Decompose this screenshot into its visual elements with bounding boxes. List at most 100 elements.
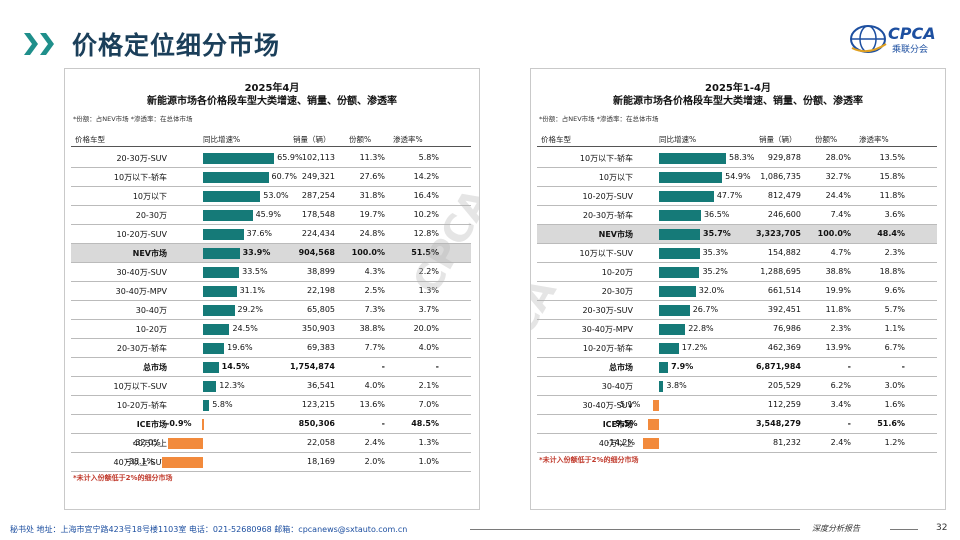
cell-growth: 7.9% [671, 362, 694, 371]
slide-footer: 秘书处 地址：上海市宜宁路423号18号楼1103室 电话：021-526809… [0, 518, 960, 540]
growth-bar [659, 210, 701, 221]
cell-penetration: 3.0% [884, 381, 905, 390]
cell-category: 10万以下-SUV [579, 249, 633, 258]
panel-note: *份额：占NEV市场 *渗透率：在总体市场 [73, 115, 193, 123]
panel-note: *份额：占NEV市场 *渗透率：在总体市场 [539, 115, 659, 123]
cell-growth: 24.5% [232, 324, 258, 333]
growth-bar [203, 153, 275, 164]
cell-penetration: 51.6% [877, 419, 905, 428]
cell-volume: 18,169 [307, 457, 335, 466]
growth-bar [659, 381, 664, 392]
cell-volume: 392,451 [767, 305, 801, 314]
cell-category: 30-40万-SUV [582, 401, 633, 410]
table-row: 10-20万 24.5% 350,903 38.8% 20.0% [71, 320, 471, 339]
cell-category: NEV市场 [132, 249, 167, 258]
growth-bar [659, 343, 679, 354]
cell-share: 19.9% [825, 286, 851, 295]
logo-text: CPCA [888, 24, 936, 43]
chevron-icon [24, 33, 38, 55]
panel-title: 2025年4月 [244, 83, 300, 94]
cell-volume: 249,321 [301, 172, 335, 181]
cell-penetration: 9.6% [884, 286, 905, 295]
cell-category: 20-30万-SUV [116, 154, 167, 163]
table-row: 30-40万-MPV 31.1% 22,198 2.5% 1.3% [71, 282, 471, 301]
growth-bar [203, 381, 217, 392]
cell-category: 总市场 [143, 363, 167, 372]
growth-bar [203, 343, 225, 354]
cell-share: - [847, 362, 851, 371]
cell-volume: 350,903 [301, 324, 335, 333]
cell-growth: 35.3% [702, 248, 729, 257]
cell-growth: 53.0% [263, 191, 289, 200]
growth-bar [642, 438, 659, 449]
cell-volume: 65,805 [307, 305, 335, 314]
cell-share: 28.0% [825, 153, 851, 162]
cell-category: 20-30万 [601, 287, 633, 296]
table-row: 40万以上-SUV -38.1% 18,169 2.0% 1.0% [71, 453, 471, 472]
growth-bar [659, 229, 701, 240]
cell-penetration: 3.7% [418, 305, 439, 314]
cell-penetration: - [901, 362, 905, 371]
cell-category: 30-40万 [601, 382, 633, 391]
cell-growth: 54.9% [725, 172, 751, 181]
cell-share: 11.3% [359, 153, 385, 162]
growth-bar [203, 362, 219, 373]
col-category: 价格车型 [75, 135, 105, 144]
cell-share: 4.7% [830, 248, 851, 257]
table-row: 10万以下 53.0% 287,254 31.8% 16.4% [71, 187, 471, 206]
table-row: 40万以上 -32.0% 22,058 2.4% 1.3% [71, 434, 471, 453]
growth-bar [203, 305, 235, 316]
col-growth: 同比增速% [203, 135, 241, 144]
cell-category: 30-40万 [135, 306, 167, 315]
cell-category: 10-20万-轿车 [116, 401, 167, 410]
cell-share: - [381, 362, 385, 371]
table-row: 30-40万 3.8% 205,529 6.2% 3.0% [537, 377, 937, 396]
cell-category: 10-20万 [601, 268, 633, 277]
footer-divider [470, 529, 800, 530]
table-row: 40万以上 -14.2% 81,232 2.4% 1.2% [537, 434, 937, 453]
table-row: 10万以下-轿车 58.3% 929,878 28.0% 13.5% [537, 149, 937, 168]
cell-category: 40万以上 [598, 439, 633, 448]
table-row: 30-40万 29.2% 65,805 7.3% 3.7% [71, 301, 471, 320]
growth-bar [659, 191, 714, 202]
cell-penetration: 3.6% [884, 210, 905, 219]
logo-subtext: 乘联分会 [892, 45, 929, 55]
growth-bar [168, 438, 203, 449]
growth-bar [659, 248, 700, 259]
cell-growth: 32.0% [698, 286, 725, 295]
cell-category: 10万以下-轿车 [113, 173, 167, 182]
growth-bar [203, 172, 269, 183]
growth-bar [659, 324, 686, 335]
table-row: 30-40万-MPV 22.8% 76,986 2.3% 1.1% [537, 320, 937, 339]
cell-volume: 1,086,735 [760, 172, 801, 181]
growth-bar [659, 267, 700, 278]
cell-category: 30-40万-MPV [115, 287, 167, 296]
growth-bar [203, 191, 261, 202]
cell-volume: 22,058 [307, 438, 335, 447]
cell-share: - [381, 419, 385, 428]
table-row: NEV市场 35.7% 3,323,705 100.0% 48.4% [537, 225, 937, 244]
cell-category: 10-20万-SUV [582, 192, 633, 201]
cell-volume: 102,113 [301, 153, 335, 162]
col-volume: 销量（辆） [293, 135, 331, 144]
cell-category: 30-40万-MPV [581, 325, 633, 334]
cell-growth: 60.7% [271, 172, 297, 181]
cell-growth: -32.0% [132, 438, 161, 447]
cell-category: 40万以上 [132, 439, 167, 448]
cell-share: 7.3% [364, 305, 385, 314]
cell-volume: 812,479 [767, 191, 801, 200]
cell-share: 7.7% [364, 343, 385, 352]
contact-info: 秘书处 地址：上海市宜宁路423号18号楼1103室 电话：021-526809… [10, 525, 408, 534]
cell-category: 40万以上-SUV [113, 458, 167, 467]
cell-growth: 33.9% [242, 248, 271, 257]
growth-bar [203, 267, 240, 278]
table-row: 10万以下-SUV 35.3% 154,882 4.7% 2.3% [537, 244, 937, 263]
growth-bar [203, 210, 253, 221]
cell-share: 38.8% [359, 324, 385, 333]
cell-share: 4.3% [364, 267, 385, 276]
cell-category: 30-40万-SUV [116, 268, 167, 277]
cell-share: 13.6% [359, 400, 385, 409]
cell-growth: 29.2% [237, 305, 263, 314]
cell-category: ICE市场 [136, 420, 167, 429]
cell-volume: 123,215 [301, 400, 335, 409]
